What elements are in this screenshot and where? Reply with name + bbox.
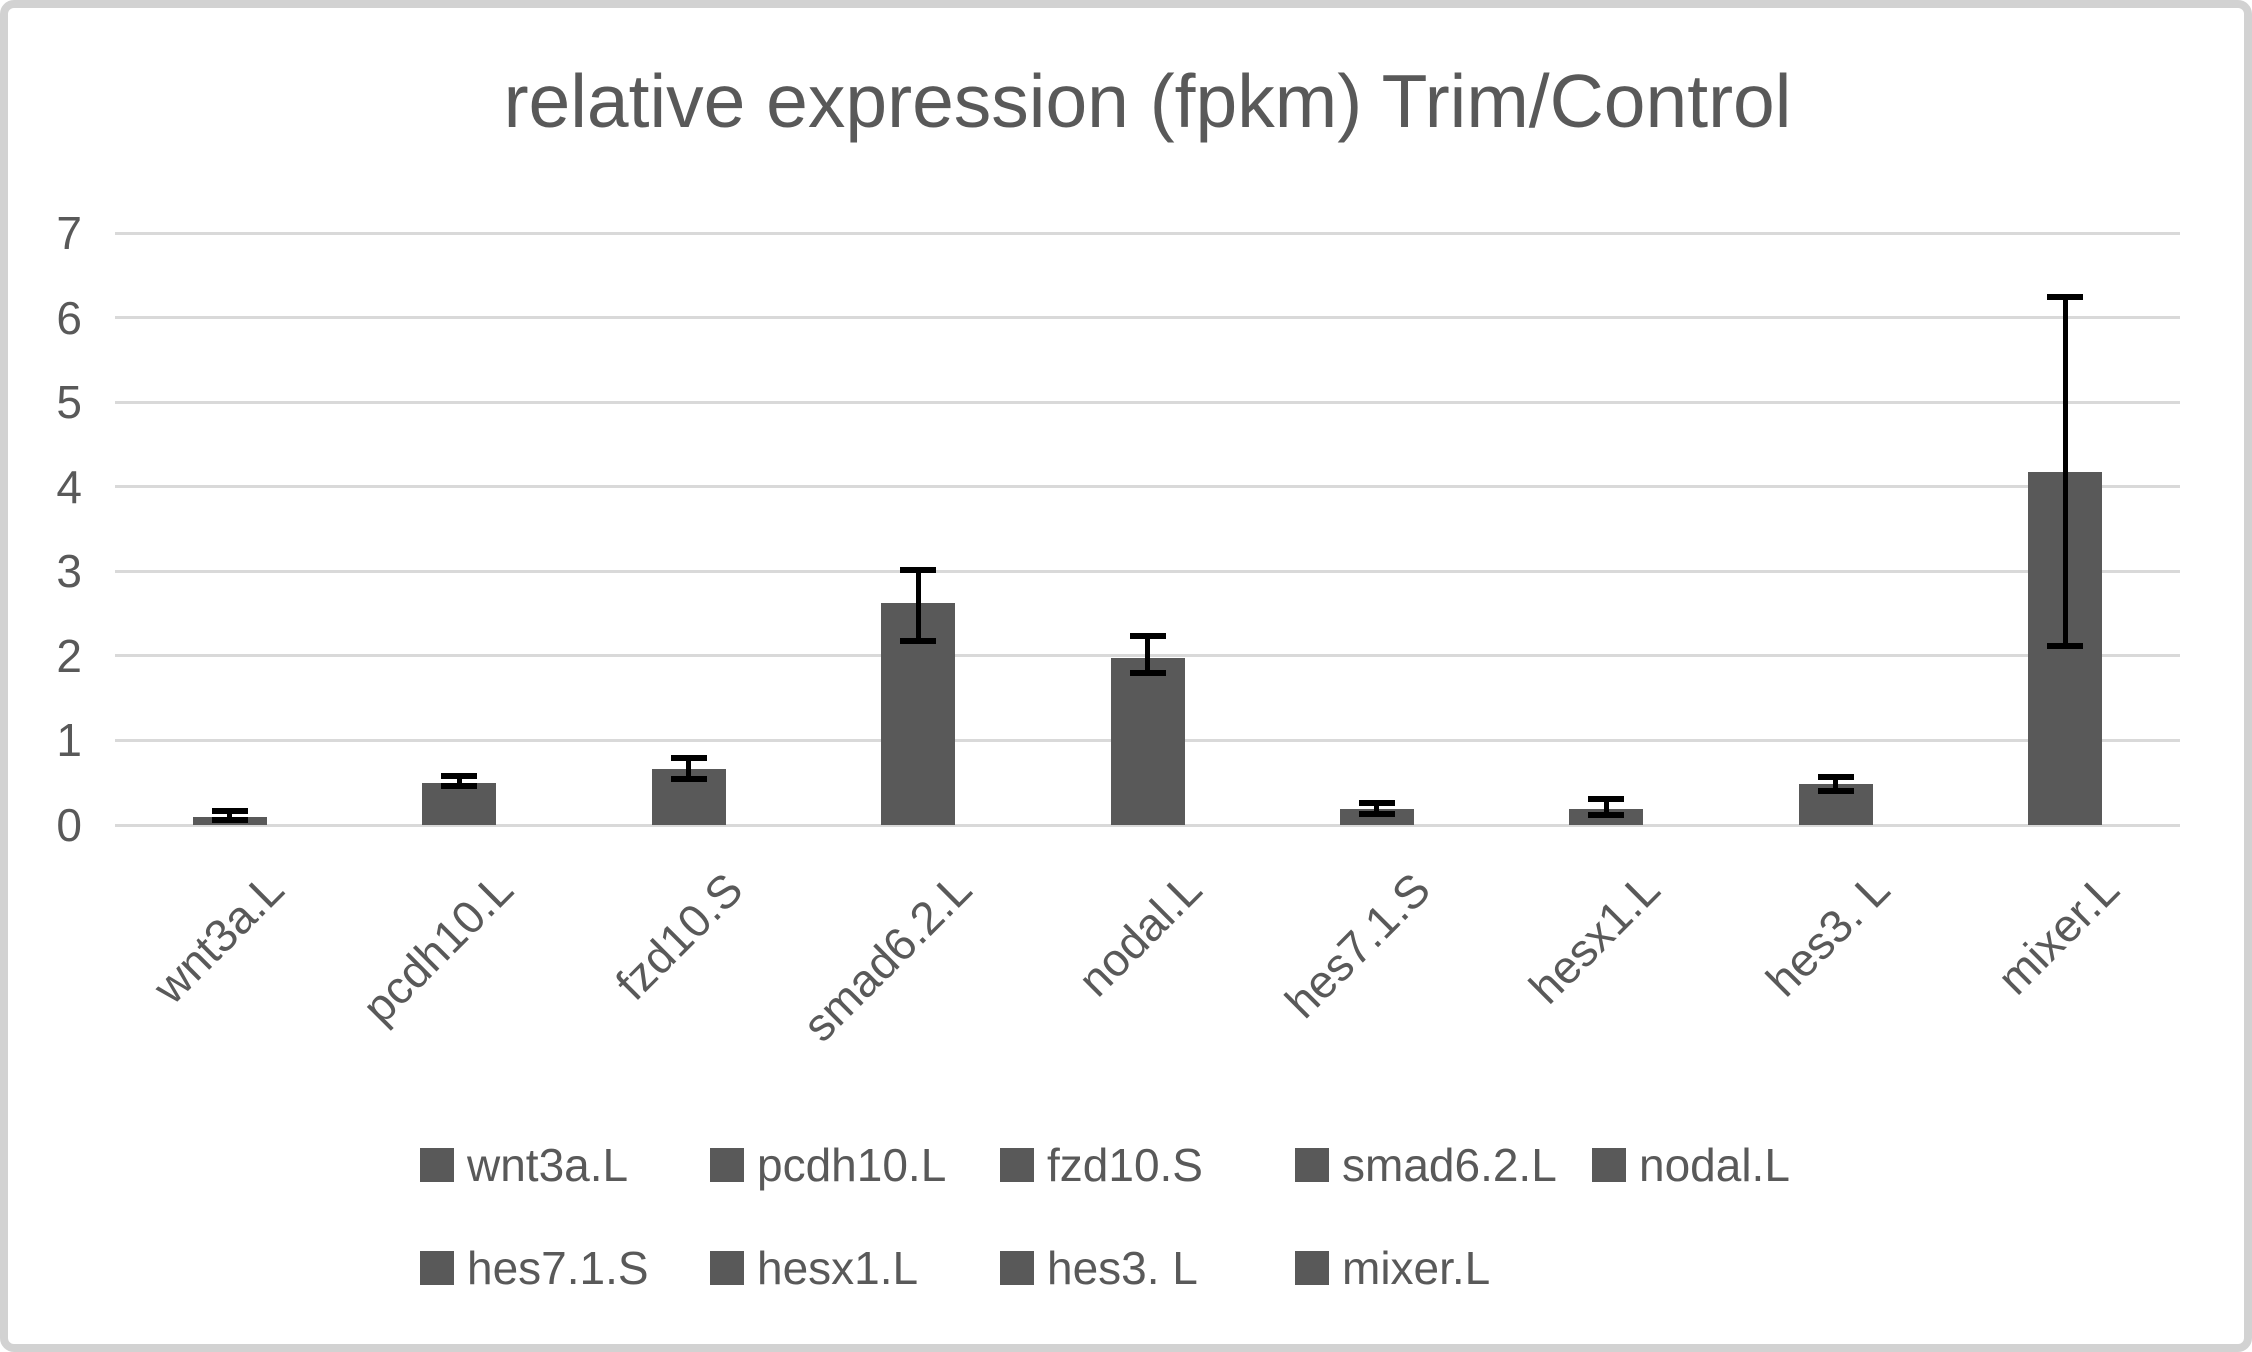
- y-tick-label: 1: [56, 714, 82, 767]
- legend-item: mixer.L: [1295, 1240, 1490, 1296]
- error-bar-cap-top: [2047, 294, 2084, 301]
- error-bar-cap-bottom: [1817, 788, 1854, 795]
- error-bar-cap-bottom: [900, 637, 937, 644]
- y-tick-label: 4: [56, 460, 82, 513]
- legend-item: wnt3a.L: [420, 1137, 628, 1193]
- error-bar-cap-top: [1129, 632, 1166, 639]
- error-bar-cap-bottom: [1129, 669, 1166, 676]
- legend-marker-icon: [1295, 1251, 1329, 1285]
- error-bar-line: [456, 775, 462, 787]
- error-bar-line: [1374, 803, 1380, 814]
- bar: [422, 782, 497, 825]
- gridline: [115, 823, 2180, 827]
- legend-marker-icon: [710, 1148, 744, 1182]
- gridline: [115, 485, 2180, 489]
- legend-label: hesx1.L: [757, 1242, 919, 1294]
- y-tick-label: 0: [56, 799, 82, 851]
- legend-item: fzd10.S: [1000, 1137, 1203, 1193]
- y-tick-label: 6: [56, 291, 82, 344]
- error-bar-cap-bottom: [441, 783, 478, 790]
- error-bar-cap-bottom: [1358, 811, 1395, 817]
- legend-label: pcdh10.L: [757, 1139, 947, 1191]
- error-bar-cap-bottom: [2047, 642, 2084, 649]
- legend-item: hes3. L: [1000, 1240, 1198, 1296]
- legend-label: mixer.L: [1342, 1242, 1491, 1294]
- legend-marker-icon: [710, 1251, 744, 1285]
- error-bar-line: [2062, 297, 2068, 646]
- legend-marker-icon: [1295, 1148, 1329, 1182]
- error-bar-cap-top: [670, 755, 707, 762]
- legend-label: wnt3a.L: [467, 1139, 629, 1191]
- y-tick-label: 7: [56, 207, 82, 259]
- legend-item: hes7.1.S: [420, 1240, 649, 1296]
- error-bar-line: [915, 569, 921, 641]
- error-bar-line: [227, 811, 233, 820]
- y-tick-label: 5: [56, 376, 82, 429]
- legend-label: hes3. L: [1047, 1242, 1198, 1294]
- legend-marker-icon: [1000, 1251, 1034, 1285]
- legend-item: nodal.L: [1592, 1137, 1790, 1193]
- legend-marker-icon: [420, 1148, 454, 1182]
- legend-label: nodal.L: [1639, 1139, 1790, 1191]
- y-tick-label: 3: [56, 545, 82, 598]
- error-bar-cap-top: [1588, 795, 1625, 802]
- gridline: [115, 400, 2180, 404]
- legend-label: fzd10.S: [1047, 1139, 1203, 1191]
- gridline: [115, 231, 2180, 235]
- legend-label: smad6.2.L: [1342, 1139, 1557, 1191]
- error-bar-line: [1833, 776, 1839, 792]
- error-bar-line: [686, 758, 692, 780]
- error-bar-cap-top: [211, 808, 248, 815]
- gridline: [115, 569, 2180, 573]
- bar: [1110, 658, 1185, 825]
- legend-item: smad6.2.L: [1295, 1137, 1557, 1193]
- legend-marker-icon: [1592, 1148, 1626, 1182]
- error-bar-cap-bottom: [670, 776, 707, 783]
- error-bar-cap-top: [900, 566, 937, 573]
- legend-marker-icon: [420, 1251, 454, 1285]
- legend-item: hesx1.L: [710, 1240, 918, 1296]
- y-tick-label: 2: [56, 629, 82, 682]
- error-bar-line: [1145, 635, 1150, 673]
- legend-label: hes7.1.S: [467, 1242, 649, 1294]
- chart-title: relative expression (fpkm) Trim/Control: [503, 59, 1792, 143]
- error-bar-cap-top: [441, 772, 478, 779]
- error-bar-cap-bottom: [1588, 811, 1625, 818]
- gridline: [115, 316, 2180, 320]
- error-bar-cap-top: [1358, 800, 1395, 806]
- legend-item: pcdh10.L: [710, 1137, 946, 1193]
- legend-marker-icon: [1000, 1148, 1034, 1182]
- error-bar-line: [1603, 798, 1609, 815]
- error-bar-cap-top: [1817, 773, 1854, 780]
- error-bar-cap-bottom: [211, 816, 248, 823]
